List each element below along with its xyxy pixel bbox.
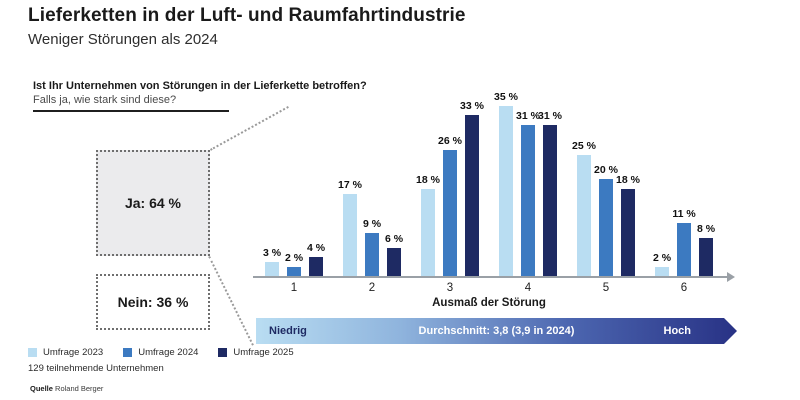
question-underline	[33, 110, 229, 112]
legend-swatch-icon	[218, 348, 228, 357]
legend-item: Umfrage 2025	[218, 347, 294, 358]
bar	[421, 188, 435, 277]
bar-column: 18 %	[616, 174, 640, 277]
legend-swatch-icon	[123, 348, 133, 357]
x-axis-tick-label: 5	[602, 282, 610, 294]
bar-column: 35 %	[494, 91, 518, 277]
scale-high-label: Hoch	[663, 325, 691, 337]
bar-value-label: 11 %	[672, 208, 696, 221]
bar-value-label: 17 %	[338, 178, 362, 191]
legend-label: Umfrage 2024	[138, 347, 199, 358]
bar-value-label: 18 %	[616, 173, 640, 186]
bar-value-label: 33 %	[460, 100, 484, 113]
bar	[309, 257, 323, 277]
x-axis-tick-label: 6	[680, 282, 688, 294]
bar	[521, 125, 535, 277]
legend-label: Umfrage 2023	[43, 347, 104, 358]
yes-share-box: Ja: 64 %	[96, 150, 210, 256]
severity-scale-arrow: Niedrig Durchschnitt: 3,8 (3,9 in 2024) …	[256, 318, 737, 344]
legend-item: Umfrage 2023	[28, 347, 103, 358]
source-value: Roland Berger	[55, 384, 104, 393]
no-share-label: Nein: 36 %	[117, 294, 189, 310]
x-axis-tick-label: 3	[446, 282, 454, 294]
legend-label: Umfrage 2025	[233, 347, 294, 358]
question-line2: Falls ja, wie stark sind diese?	[33, 94, 177, 106]
x-axis-tick-label: 1	[290, 282, 298, 294]
bar-value-label: 6 %	[384, 232, 404, 245]
bar-value-label: 8 %	[696, 222, 716, 235]
bar-column: 25 %	[572, 140, 596, 277]
bar	[677, 223, 691, 277]
question-line1: Ist Ihr Unternehmen von Störungen in der…	[33, 80, 367, 92]
bar-group: 2 % 11 % 8 %	[645, 93, 723, 277]
bar-value-label: 31 %	[516, 110, 540, 123]
bar-value-label: 9 %	[362, 217, 382, 230]
x-axis-title: Ausmaß der Störung	[432, 297, 546, 309]
bar	[343, 193, 357, 277]
scale-average-label: Durchschnitt: 3,8 (3,9 in 2024)	[418, 325, 575, 337]
bar-chart: 3 % 2 % 4 % 17 % 9 % 6 % 18 % 26 % 33 % 35 % 31 % 3…	[255, 91, 723, 277]
bar-column: 33 %	[460, 100, 484, 277]
bar-value-label: 2 %	[284, 252, 304, 265]
bar-value-label: 20 %	[594, 164, 618, 176]
bar-group: 35 % 31 % 31 %	[489, 91, 567, 277]
source-line: Quelle Roland Berger	[30, 384, 103, 393]
bar-group: 18 % 26 % 33 %	[411, 93, 489, 277]
bar-column: 2 %	[284, 252, 304, 277]
page-title: Lieferketten in der Luft- und Raumfahrti…	[28, 5, 466, 26]
bar	[577, 154, 591, 277]
bar-value-label: 26 %	[438, 134, 462, 147]
bar	[387, 247, 401, 277]
bar-column: 20 %	[594, 164, 618, 277]
x-axis-tick-label: 2	[368, 282, 376, 294]
bar-value-label: 3 %	[262, 247, 282, 260]
x-axis-line	[253, 276, 727, 278]
bar	[287, 267, 301, 277]
bar	[599, 179, 613, 277]
bar-column: 31 %	[516, 110, 540, 277]
bar-value-label: 25 %	[572, 139, 596, 152]
bar	[443, 149, 457, 277]
bar-value-label: 31 %	[538, 110, 562, 123]
legend-item: Umfrage 2024	[123, 347, 198, 358]
legend-swatch-icon	[28, 348, 37, 357]
scale-low-label: Niedrig	[269, 325, 307, 337]
x-axis-arrow-icon	[727, 272, 735, 282]
bar	[265, 262, 279, 277]
bar	[465, 115, 479, 277]
x-axis-ticks: 1 2 3 4 5 6	[255, 282, 723, 294]
sample-size-note: 129 teilnehmende Unternehmen	[28, 363, 164, 374]
bar-column: 6 %	[384, 232, 404, 277]
bar-value-label: 2 %	[652, 252, 672, 265]
source-label: Quelle	[30, 384, 53, 393]
bar-column: 18 %	[416, 174, 440, 277]
bar	[699, 237, 713, 277]
bar-column: 2 %	[652, 252, 672, 277]
bar	[655, 267, 669, 277]
bar-column: 4 %	[306, 242, 326, 277]
bar	[543, 125, 557, 277]
no-share-box: Nein: 36 %	[96, 274, 210, 330]
page-subtitle: Weniger Störungen als 2024	[28, 31, 218, 48]
chart-legend: Umfrage 2023 Umfrage 2024 Umfrage 2025	[28, 347, 294, 358]
bar-column: 11 %	[672, 208, 696, 277]
bar-group: 17 % 9 % 6 %	[333, 93, 411, 277]
bar-column: 9 %	[362, 217, 382, 277]
bar-group: 25 % 20 % 18 %	[567, 93, 645, 277]
bar-value-label: 35 %	[494, 90, 518, 103]
bar-column: 26 %	[438, 135, 462, 277]
bar-column: 17 %	[338, 179, 362, 277]
bar-column: 31 %	[538, 110, 562, 277]
bar	[499, 105, 513, 277]
bar-column: 3 %	[262, 247, 282, 277]
bar-value-label: 4 %	[306, 242, 326, 255]
x-axis-tick-label: 4	[524, 282, 532, 294]
bar	[621, 188, 635, 277]
connector-line-bottom	[208, 256, 254, 346]
bar-column: 8 %	[696, 222, 716, 277]
yes-share-label: Ja: 64 %	[124, 195, 182, 211]
bar	[365, 232, 379, 277]
bar-value-label: 18 %	[416, 173, 440, 186]
bar-group: 3 % 2 % 4 %	[255, 93, 333, 277]
